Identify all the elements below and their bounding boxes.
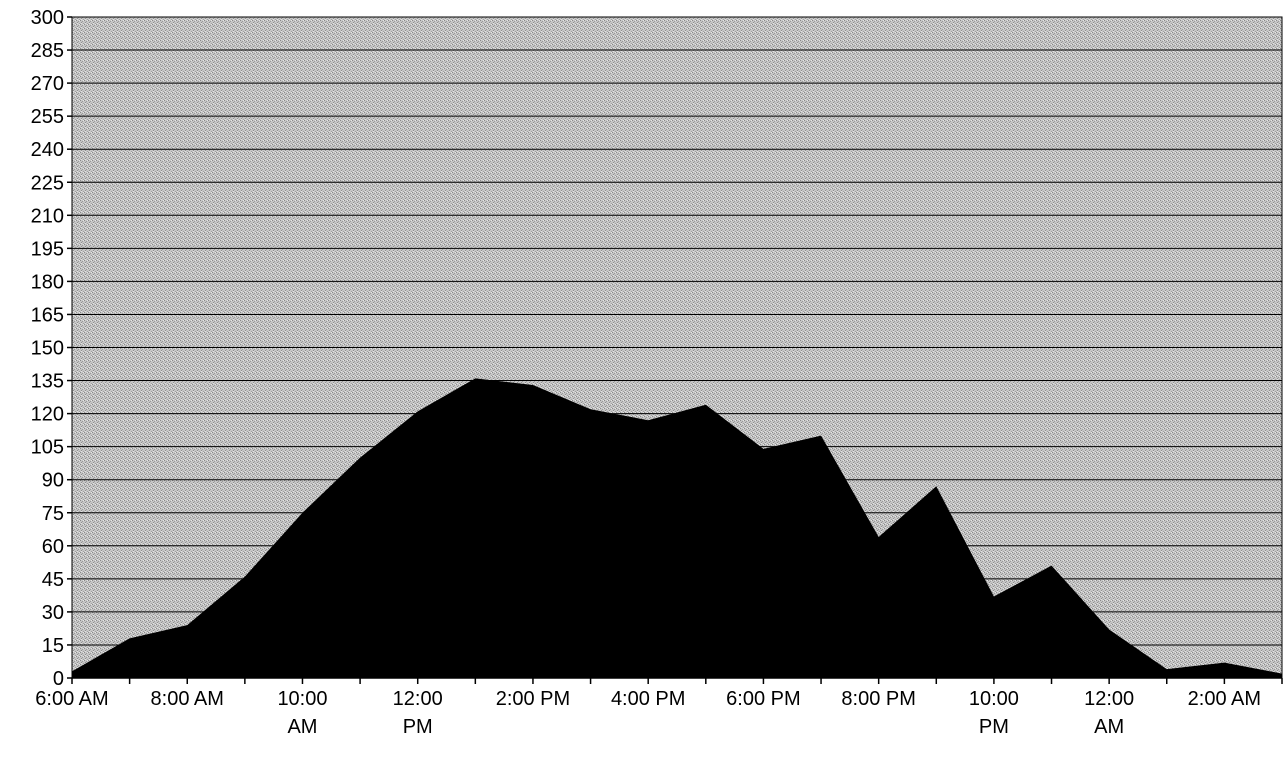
y-tick-label: 135 bbox=[31, 371, 64, 393]
y-tick-label: 300 bbox=[31, 7, 64, 29]
y-tick-label: 180 bbox=[31, 271, 64, 293]
x-tick-label: 2:00 AM bbox=[1188, 688, 1261, 710]
y-tick-label: 0 bbox=[53, 668, 64, 690]
x-tick-label: 2:00 PM bbox=[496, 688, 570, 710]
y-tick-label: 60 bbox=[42, 536, 64, 558]
y-tick-label: 195 bbox=[31, 238, 64, 260]
y-tick-label: 105 bbox=[31, 437, 64, 459]
y-tick-label: 150 bbox=[31, 338, 64, 360]
y-tick-label: 45 bbox=[42, 569, 64, 591]
y-tick-label: 120 bbox=[31, 404, 64, 426]
x-axis: 6:00 AM 8:00 AM 10:00 AM 12:00 PM 2:00 PM 4:00 … bbox=[35, 677, 1283, 738]
y-tick-label: 255 bbox=[31, 106, 64, 128]
y-tick-label: 165 bbox=[31, 304, 64, 326]
x-tick-label: 10:00 PM bbox=[969, 688, 1019, 738]
y-tick-label: 15 bbox=[42, 635, 64, 657]
y-tick-label: 225 bbox=[31, 172, 64, 194]
x-tick-label: 12:00 PM bbox=[393, 688, 443, 738]
y-tick-label: 270 bbox=[31, 73, 64, 95]
y-tick-label: 75 bbox=[42, 503, 64, 525]
y-tick-label: 90 bbox=[42, 470, 64, 492]
x-tick-label: 6:00 AM bbox=[35, 688, 108, 710]
x-tick-label: 12:00 AM bbox=[1084, 688, 1134, 738]
y-axis: 0 15 30 45 60 75 90 105 120 135 150 165 180 195 210 225… bbox=[31, 7, 72, 690]
y-tick-label: 30 bbox=[42, 602, 64, 624]
x-tick-label: 8:00 PM bbox=[841, 688, 915, 710]
y-tick-label: 285 bbox=[31, 40, 64, 62]
area-series bbox=[72, 378, 1282, 678]
x-tick-label: 4:00 PM bbox=[611, 688, 685, 710]
y-tick-label: 240 bbox=[31, 139, 64, 161]
x-tick-label: 10:00 AM bbox=[277, 688, 327, 738]
y-tick-label: 210 bbox=[31, 205, 64, 227]
x-tick-label: 8:00 AM bbox=[151, 688, 224, 710]
x-tick-label: 6:00 PM bbox=[726, 688, 800, 710]
